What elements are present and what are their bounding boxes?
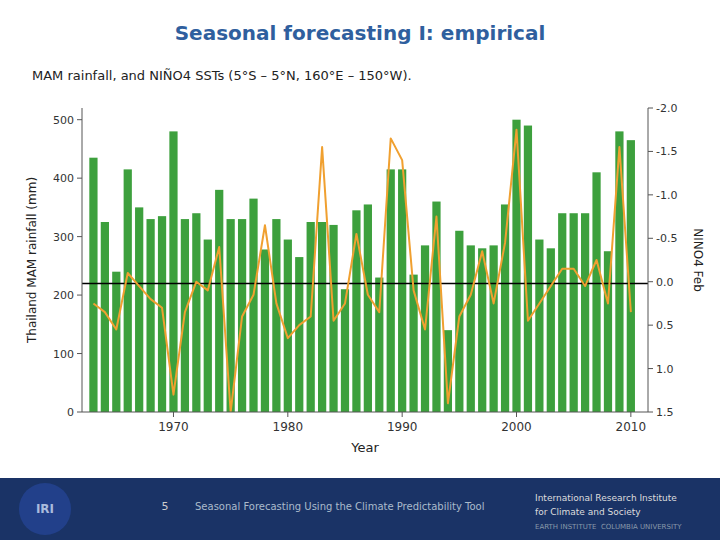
bar [295, 257, 303, 412]
y-tick [77, 412, 82, 413]
title: Seasonal forecasting I: empirical [175, 21, 546, 45]
footer-text: for Climate and Society [535, 507, 641, 517]
bar [249, 199, 257, 412]
bar [558, 213, 566, 412]
y-tick-label: 400 [53, 172, 74, 185]
x-tick [402, 412, 403, 417]
bar [146, 219, 154, 412]
x-tick-label: 1990 [387, 420, 418, 434]
bar [490, 245, 498, 412]
line [93, 130, 630, 412]
bar [284, 240, 292, 412]
x-tick [516, 412, 517, 417]
y2-tick [648, 412, 653, 413]
y-tick-label: 300 [53, 231, 74, 244]
plot-area [82, 120, 648, 412]
y-tick [77, 353, 82, 354]
bar [432, 202, 440, 412]
bar [398, 169, 406, 412]
bar [364, 204, 372, 412]
footer-text: Seasonal Forecasting Using the Climate P… [195, 501, 484, 512]
y-tick-label: 200 [53, 289, 74, 302]
y2-axis-label: NINO4 Feb [691, 228, 705, 292]
y-tick [77, 295, 82, 296]
bar [581, 213, 589, 412]
bar [478, 248, 486, 412]
y2-tick [648, 325, 653, 326]
y2-tick-label: -1.0 [656, 189, 677, 202]
subtitle: MAM rainfall, and NIÑO4 SSTs (5°S – 5°N,… [32, 68, 412, 83]
bar [592, 172, 600, 412]
bar [112, 272, 120, 412]
y2-tick [648, 151, 653, 152]
footer-logo [19, 483, 71, 535]
y-tick-label: 0 [67, 406, 74, 419]
y-tick [77, 119, 82, 120]
bar [204, 240, 212, 412]
y2-tick-label: -1.5 [656, 145, 677, 158]
y2-tick [648, 238, 653, 239]
y2-tick [648, 281, 653, 282]
bar [387, 169, 395, 412]
y2-tick-label: 1.5 [656, 406, 674, 419]
x-tick [287, 412, 288, 417]
bar [135, 207, 143, 412]
y-axis-line [82, 108, 83, 412]
bar [192, 213, 200, 412]
bar [467, 245, 475, 412]
bar [261, 249, 269, 412]
bar [89, 158, 97, 412]
y2-tick [648, 108, 653, 109]
y2-tick-label: 0.0 [656, 276, 674, 289]
footer-text: EARTH INSTITUTE COLUMBIA UNIVERSITY [535, 523, 682, 531]
footer-text: 5 [162, 500, 169, 513]
bar [352, 210, 360, 412]
bar [318, 222, 326, 412]
bar [272, 219, 280, 412]
y2-tick-label: 0.5 [656, 319, 674, 332]
bar [535, 240, 543, 412]
bar [409, 275, 417, 412]
y2-tick [648, 368, 653, 369]
chart: Seasonal forecasting I: empirical MAM rai… [0, 0, 720, 540]
x-axis-label: Year [350, 440, 379, 455]
y-axis-label: Thailand MAM rainfall (mm) [25, 177, 39, 344]
footer-band [0, 478, 720, 540]
footer-text: International Research Institute [535, 493, 677, 503]
y2-tick-label: -2.0 [656, 102, 677, 115]
x-tick [173, 412, 174, 417]
x-tick-label: 1980 [273, 420, 304, 434]
x-tick [630, 412, 631, 417]
x-tick-label: 1970 [158, 420, 189, 434]
y2-axis-line [648, 108, 649, 412]
y-tick [77, 236, 82, 237]
x-tick-label: 2000 [501, 420, 532, 434]
footer-text: IRI [36, 502, 54, 516]
bar [547, 248, 555, 412]
y2-tick [648, 194, 653, 195]
x-tick-label: 2010 [616, 420, 647, 434]
bar [570, 213, 578, 412]
y2-tick-label: 1.0 [656, 363, 674, 376]
x-axis-line [82, 412, 648, 413]
y-tick [77, 178, 82, 179]
y-tick-label: 100 [53, 348, 74, 361]
y2-tick-label: -0.5 [656, 232, 677, 245]
y-tick-label: 500 [53, 114, 74, 127]
